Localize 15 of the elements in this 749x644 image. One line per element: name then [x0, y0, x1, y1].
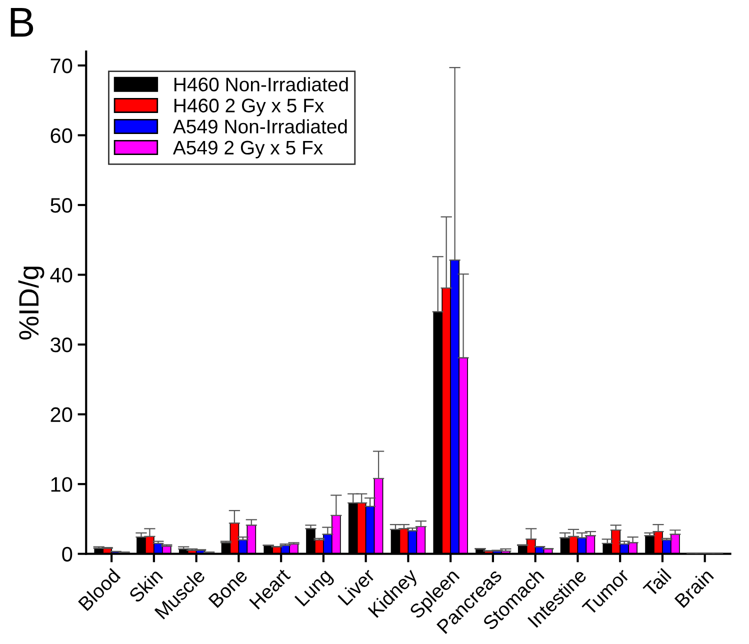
y-tick-label: 60	[50, 128, 72, 143]
x-tick-label: Tail	[642, 568, 672, 598]
y-axis-title: %ID/g	[18, 266, 44, 340]
legend-label: A549 Non-Irradiated	[172, 119, 347, 134]
legend-label: A549 2 Gy x 5 Fx	[172, 140, 323, 158]
legend-label: H460 Non-Irradiated	[174, 77, 348, 92]
legend-label: H460 2 Gy x 5 Fx	[174, 98, 324, 116]
text: B	[10, 8, 34, 37]
y-tick-label: 40	[50, 268, 72, 283]
y-tick-label: 30	[50, 338, 72, 352]
y-tick-label: 20	[50, 407, 72, 422]
y-tick-label: 0	[62, 546, 72, 562]
y-tick-label: 70	[50, 58, 72, 74]
y-tick-label: 50	[50, 198, 72, 213]
y-tick-label: 10	[51, 477, 72, 492]
